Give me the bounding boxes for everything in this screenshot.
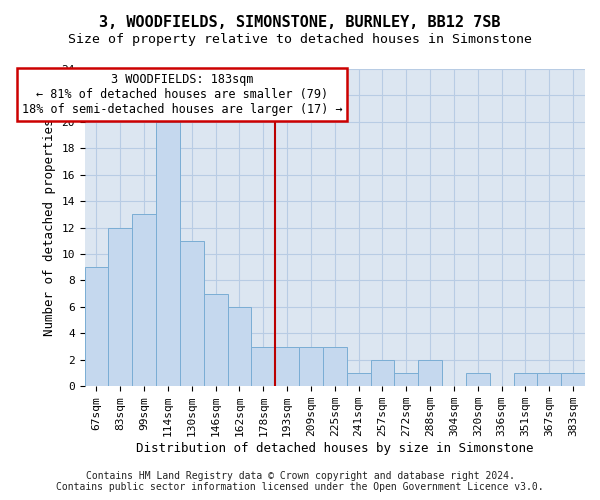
Bar [109, 228, 132, 386]
Text: Contains HM Land Registry data © Crown copyright and database right 2024.
Contai: Contains HM Land Registry data © Crown c… [56, 471, 544, 492]
Bar [180, 241, 203, 386]
Bar [299, 346, 323, 386]
Bar [156, 122, 180, 386]
Bar [561, 373, 585, 386]
Bar [323, 346, 347, 386]
Bar [85, 268, 109, 386]
Text: Size of property relative to detached houses in Simonstone: Size of property relative to detached ho… [68, 32, 532, 46]
Bar [275, 346, 299, 386]
Bar [347, 373, 371, 386]
Bar [203, 294, 227, 386]
Bar [227, 307, 251, 386]
Bar [538, 373, 561, 386]
Text: 3 WOODFIELDS: 183sqm
← 81% of detached houses are smaller (79)
18% of semi-detac: 3 WOODFIELDS: 183sqm ← 81% of detached h… [22, 73, 343, 116]
Bar [514, 373, 538, 386]
Bar [251, 346, 275, 386]
Bar [466, 373, 490, 386]
X-axis label: Distribution of detached houses by size in Simonstone: Distribution of detached houses by size … [136, 442, 533, 455]
Bar [418, 360, 442, 386]
Text: 3, WOODFIELDS, SIMONSTONE, BURNLEY, BB12 7SB: 3, WOODFIELDS, SIMONSTONE, BURNLEY, BB12… [99, 15, 501, 30]
Bar [371, 360, 394, 386]
Bar [394, 373, 418, 386]
Bar [132, 214, 156, 386]
Y-axis label: Number of detached properties: Number of detached properties [43, 119, 56, 336]
